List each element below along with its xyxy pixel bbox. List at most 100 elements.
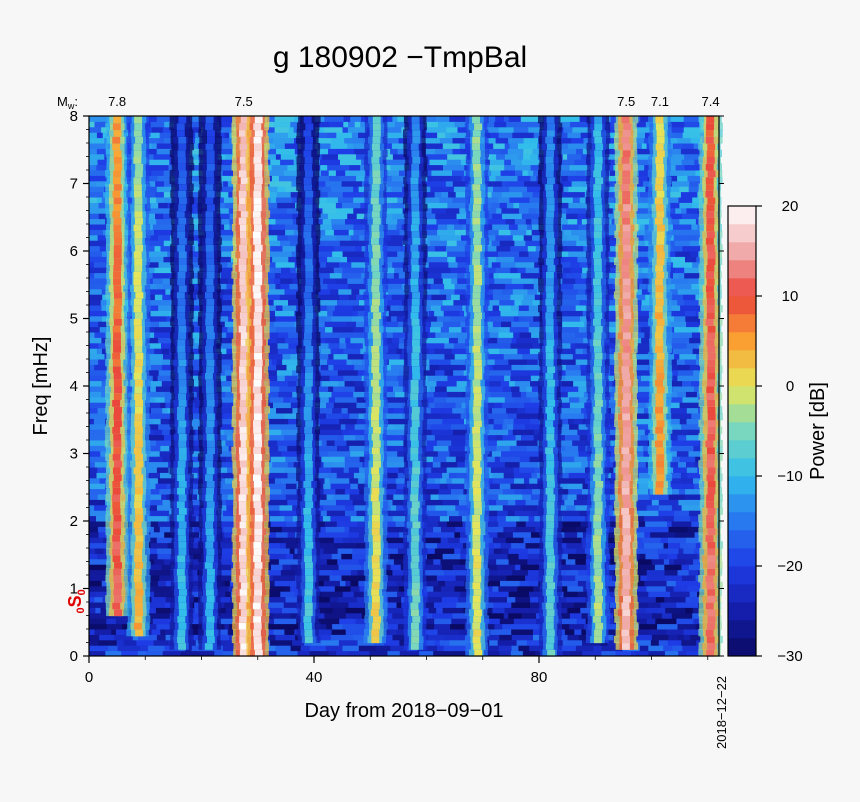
heatmap-cell — [89, 386, 109, 392]
heatmap-cell — [678, 548, 684, 554]
heatmap-cell — [645, 521, 668, 527]
heatmap-cell — [335, 234, 352, 241]
heatmap-cell — [89, 288, 103, 295]
heatmap-cell — [427, 634, 445, 641]
heatmap-cell — [640, 564, 649, 571]
heatmap-cell — [632, 315, 652, 322]
heatmap-cell — [266, 148, 277, 155]
heatmap-cell — [156, 283, 164, 290]
heatmap-cell — [681, 564, 690, 571]
heatmap-cell — [637, 321, 658, 328]
heatmap-cell — [352, 499, 375, 506]
heatmap-cell — [114, 634, 134, 641]
heatmap-cell — [634, 618, 648, 625]
heatmap-cell — [267, 537, 283, 544]
heatmap-cell — [568, 251, 590, 257]
heatmap-cell — [274, 207, 288, 214]
heatmap-cell — [429, 364, 440, 371]
heatmap-cell — [215, 386, 232, 392]
heatmap-cell — [488, 148, 501, 155]
heatmap-cell — [277, 359, 283, 365]
heatmap-cell — [216, 596, 231, 603]
heatmap-cell — [219, 121, 241, 128]
heatmap-cell — [162, 650, 181, 657]
heatmap-cell — [326, 413, 343, 419]
heatmap-cell — [494, 623, 503, 630]
heatmap-cell — [668, 494, 686, 500]
heatmap-cell — [214, 418, 238, 425]
heatmap-cell — [518, 402, 525, 409]
heatmap-cell — [345, 510, 357, 517]
heatmap-cell — [438, 364, 460, 371]
heatmap-cell — [314, 256, 328, 263]
heatmap-cell — [386, 251, 398, 257]
heatmap-cell — [434, 348, 453, 355]
heatmap-cell — [684, 267, 699, 274]
heatmap-cell — [322, 207, 337, 214]
heatmap-cell — [436, 315, 451, 322]
heatmap-cell — [530, 418, 540, 425]
heatmap-cell — [89, 542, 108, 549]
heatmap-cell — [334, 245, 356, 252]
heatmap-cell — [89, 283, 108, 290]
heatmap-cell — [601, 429, 625, 436]
heatmap-cell — [349, 494, 372, 500]
heatmap-cell — [579, 234, 591, 241]
heatmap-cell — [508, 116, 522, 122]
heatmap-cell — [300, 645, 311, 652]
heatmap-cell — [635, 504, 648, 511]
heatmap-cell — [223, 483, 238, 490]
heatmap-cell — [523, 234, 533, 241]
heatmap-cell — [343, 434, 356, 441]
event-column-cell — [114, 581, 122, 590]
heatmap-cell — [552, 456, 575, 463]
heatmap-cell — [290, 240, 299, 247]
heatmap-cell — [151, 164, 169, 171]
heatmap-cell — [496, 440, 517, 446]
heatmap-cell — [102, 132, 110, 139]
heatmap-cell — [479, 645, 499, 652]
heatmap-cell — [270, 159, 281, 166]
heatmap-cell — [147, 440, 157, 446]
event-column-cell — [113, 433, 122, 441]
heatmap-cell — [89, 218, 106, 225]
heatmap-cell — [147, 645, 165, 652]
heatmap-cell — [275, 634, 296, 641]
heatmap-cell — [265, 450, 283, 457]
heatmap-cell — [442, 499, 460, 506]
heatmap-cell — [637, 342, 652, 349]
heatmap-cell — [567, 218, 578, 225]
heatmap-cell — [651, 499, 660, 506]
heatmap-cell — [379, 197, 398, 203]
heatmap-cell — [387, 278, 410, 284]
heatmap-cell — [630, 364, 650, 371]
heatmap-cell — [327, 283, 349, 290]
heatmap-cell — [344, 526, 350, 533]
heatmap-cell — [667, 283, 676, 290]
event-column-cell — [113, 318, 122, 326]
heatmap-cell — [564, 531, 578, 538]
heatmap-cell — [338, 380, 346, 387]
heatmap-cell — [442, 418, 465, 425]
event-column-cell — [112, 143, 121, 151]
heatmap-cell — [668, 218, 680, 225]
heatmap-cell — [149, 380, 163, 387]
heatmap-cell — [216, 359, 238, 365]
heatmap-cell — [496, 153, 506, 160]
heatmap-cell — [224, 623, 230, 630]
heatmap-cell — [559, 305, 577, 311]
heatmap-cell — [517, 267, 527, 274]
heatmap-cell — [486, 278, 495, 284]
heatmap-cell — [388, 359, 405, 365]
heatmap-cell — [452, 170, 465, 176]
heatmap-cell — [566, 504, 576, 511]
heatmap-cell — [437, 229, 456, 236]
heatmap-cell — [641, 305, 654, 311]
heatmap-cell — [574, 499, 589, 506]
heatmap-cell — [396, 348, 403, 355]
heatmap-cell — [384, 240, 404, 247]
heatmap-cell — [89, 326, 101, 333]
heatmap-cell — [431, 423, 452, 430]
heatmap-cell — [389, 510, 412, 517]
heatmap-cell — [319, 423, 342, 430]
